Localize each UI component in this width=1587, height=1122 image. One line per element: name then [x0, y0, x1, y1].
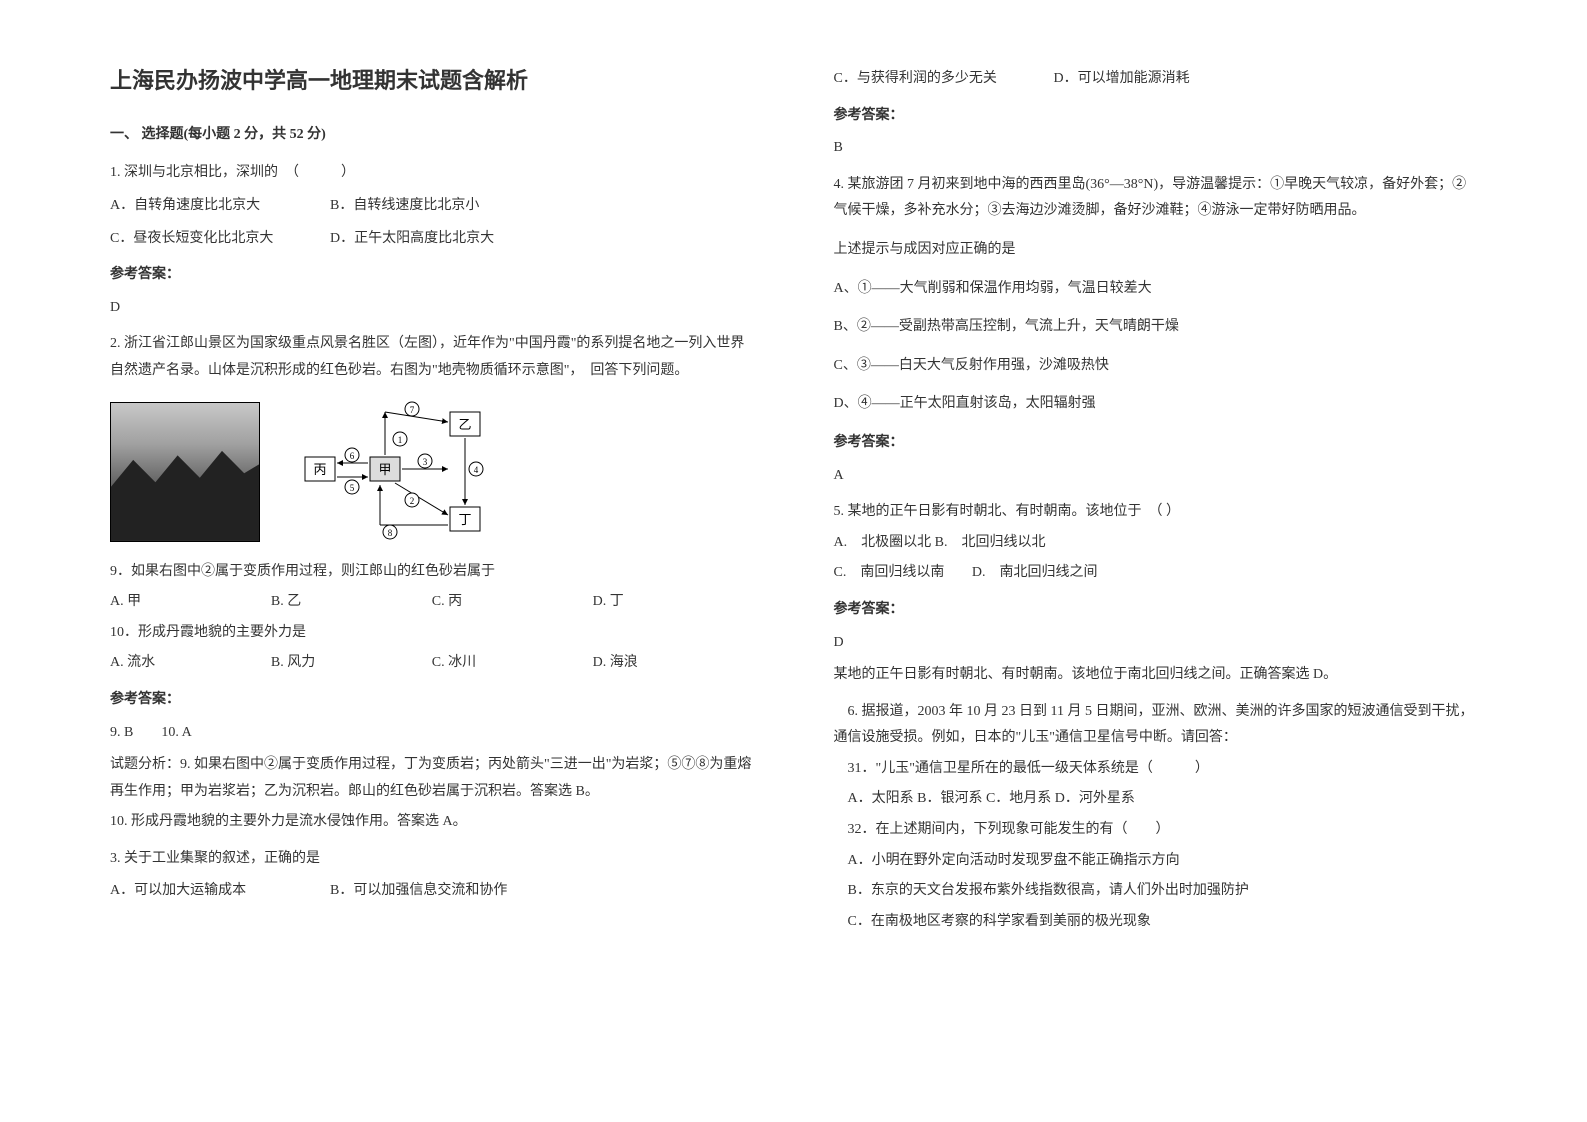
- q5-optA: A. 北极圈以北: [834, 535, 932, 550]
- q5-answer: D: [834, 630, 1478, 657]
- svg-text:2: 2: [410, 496, 415, 506]
- q4-optC: C、③——白天大气反射作用强，沙滩吸热快: [834, 353, 1478, 380]
- svg-text:8: 8: [388, 528, 393, 538]
- q2-explain1: 试题分析：9. 如果右图中②属于变质作用过程，丁为变质岩；丙处箭头"三进一出"为…: [110, 752, 754, 805]
- q6-sub32: 32．在上述期间内，下列现象可能发生的有（ ）: [834, 817, 1478, 844]
- q3-stem: 3. 关于工业集聚的叙述，正确的是: [110, 846, 754, 873]
- q3-optD: D．可以增加能源消耗: [1054, 66, 1234, 93]
- q2-sub9: 9．如果右图中②属于变质作用过程，则江郎山的红色砂岩属于: [110, 559, 754, 586]
- node-yi: 乙: [458, 417, 471, 432]
- question-6: 6. 据报道，2003 年 10 月 23 日到 11 月 5 日期间，亚洲、欧…: [834, 699, 1478, 936]
- q4-sub: 上述提示与成因对应正确的是: [834, 237, 1478, 264]
- svg-text:5: 5: [350, 483, 355, 493]
- q6-sub31: 31．"儿玉"通信卫星所在的最低一级天体系统是（ ）: [834, 756, 1478, 783]
- node-ding: 丁: [458, 512, 471, 527]
- q6-sub32C: C．在南极地区考察的科学家看到美丽的极光现象: [834, 909, 1478, 936]
- q5-optD: D. 南北回归线之间: [972, 565, 1098, 580]
- rock-cycle-diagram: 甲 乙 丙 丁 7 1 6 5 3 4: [280, 397, 500, 547]
- q4-answer: A: [834, 463, 1478, 490]
- section-heading: 一、 选择题(每小题 2 分，共 52 分): [110, 122, 754, 149]
- svg-text:3: 3: [423, 457, 428, 467]
- q4-stem: 4. 某旅游团 7 月初来到地中海的西西里岛(36°—38°N)，导游温馨提示：…: [834, 172, 1478, 225]
- q2-9B: B. 乙: [271, 589, 432, 616]
- q3-optB: B．可以加强信息交流和协作: [330, 878, 510, 905]
- page-title: 上海民办扬波中学高一地理期末试题含解析: [110, 60, 754, 102]
- q6-sub32B: B．东京的天文台发报布紫外线指数很高，请人们外出时加强防护: [834, 878, 1478, 905]
- q2-10D: D. 海浪: [593, 650, 754, 677]
- q2-10A: A. 流水: [110, 650, 271, 677]
- q4-optB: B、②——受副热带高压控制，气流上升，天气晴朗干燥: [834, 314, 1478, 341]
- q3-optC: C．与获得利润的多少无关: [834, 66, 1014, 93]
- svg-text:1: 1: [398, 435, 403, 445]
- q1-answer: D: [110, 295, 754, 322]
- q2-9A: A. 甲: [110, 589, 271, 616]
- q2-10B: B. 风力: [271, 650, 432, 677]
- q1-optC: C．昼夜长短变化比北京大: [110, 226, 290, 253]
- q3-answer-label: 参考答案：: [834, 103, 1478, 130]
- q5-explain: 某地的正午日影有时朝北、有时朝南。该地位于南北回归线之间。正确答案选 D。: [834, 662, 1478, 689]
- question-3: 3. 关于工业集聚的叙述，正确的是 A．可以加大运输成本 B．可以加强信息交流和…: [110, 846, 754, 905]
- q5-stem: 5. 某地的正午日影有时朝北、有时朝南。该地位于 （ ）: [834, 499, 1478, 526]
- q1-optD: D．正午太阳高度比北京大: [330, 226, 510, 253]
- q2-answer: 9. B 10. A: [110, 720, 754, 747]
- q2-9D: D. 丁: [593, 589, 754, 616]
- q5-answer-label: 参考答案：: [834, 597, 1478, 624]
- q4-answer-label: 参考答案：: [834, 430, 1478, 457]
- q2-diagram: 甲 乙 丙 丁 7 1 6 5 3 4: [110, 397, 754, 547]
- q2-10C: C. 冰川: [432, 650, 593, 677]
- q2-sub10: 10．形成丹霞地貌的主要外力是: [110, 620, 754, 647]
- q2-explain2: 10. 形成丹霞地貌的主要外力是流水侵蚀作用。答案选 A。: [110, 809, 754, 836]
- q5-optB: B. 北回归线以北: [935, 535, 1046, 550]
- q3-optA: A．可以加大运输成本: [110, 878, 290, 905]
- question-1: 1. 深圳与北京相比，深圳的 （ ） A．自转角速度比北京大 B．自转线速度比北…: [110, 160, 754, 321]
- node-jia: 甲: [378, 462, 391, 477]
- q4-optD: D、④——正午太阳直射该岛，太阳辐射强: [834, 391, 1478, 418]
- q3-answer: B: [834, 135, 1478, 162]
- q2-photo: [110, 402, 260, 542]
- q6-stem: 6. 据报道，2003 年 10 月 23 日到 11 月 5 日期间，亚洲、欧…: [834, 699, 1478, 752]
- question-4: 4. 某旅游团 7 月初来到地中海的西西里岛(36°—38°N)，导游温馨提示：…: [834, 172, 1478, 489]
- question-2: 2. 浙江省江郎山景区为国家级重点风景名胜区（左图），近年作为"中国丹霞"的系列…: [110, 331, 754, 836]
- q5-optC: C. 南回归线以南: [834, 565, 945, 580]
- svg-text:7: 7: [410, 405, 415, 415]
- q1-optB: B．自转线速度比北京小: [330, 193, 510, 220]
- q2-answer-label: 参考答案：: [110, 687, 754, 714]
- svg-text:4: 4: [474, 465, 479, 475]
- q1-answer-label: 参考答案：: [110, 262, 754, 289]
- q1-stem: 1. 深圳与北京相比，深圳的 （ ）: [110, 160, 754, 187]
- node-bing: 丙: [313, 462, 326, 477]
- q2-stem: 2. 浙江省江郎山景区为国家级重点风景名胜区（左图），近年作为"中国丹霞"的系列…: [110, 331, 754, 384]
- q6-sub31opts: A．太阳系 B．银河系 C．地月系 D．河外星系: [834, 786, 1478, 813]
- q2-9C: C. 丙: [432, 589, 593, 616]
- q1-optA: A．自转角速度比北京大: [110, 193, 290, 220]
- q6-sub32A: A．小明在野外定向活动时发现罗盘不能正确指示方向: [834, 848, 1478, 875]
- q4-optA: A、①——大气削弱和保温作用均弱，气温日较差大: [834, 276, 1478, 303]
- question-5: 5. 某地的正午日影有时朝北、有时朝南。该地位于 （ ） A. 北极圈以北 B.…: [834, 499, 1478, 689]
- svg-text:6: 6: [350, 451, 355, 461]
